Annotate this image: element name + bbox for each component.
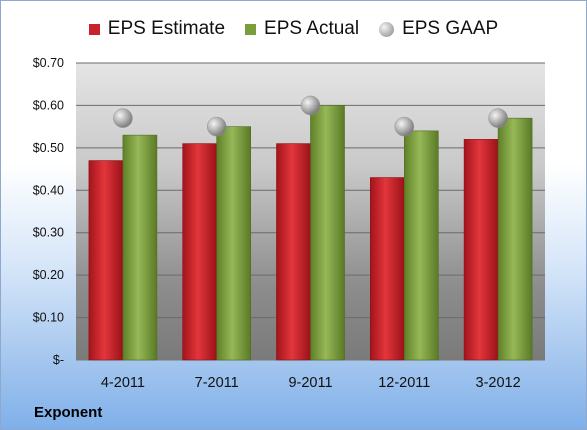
bar-eps-estimate xyxy=(369,177,405,361)
x-tick-label: 3-2012 xyxy=(476,375,521,391)
y-tick-label: $0.20 xyxy=(33,268,64,282)
legend-item-eps-actual: EPS Actual xyxy=(245,18,359,40)
bar-eps-estimate xyxy=(463,139,499,361)
bar-eps-actual xyxy=(310,105,345,361)
legend-swatch-eps-gaap xyxy=(379,21,395,37)
bar-eps-estimate xyxy=(276,143,311,361)
y-tick-label: $0.40 xyxy=(33,183,64,197)
marker-eps-gaap xyxy=(206,116,227,137)
y-tick-label: $0.70 xyxy=(33,56,64,70)
bar-eps-estimate xyxy=(182,143,217,361)
marker-eps-gaap xyxy=(488,108,508,128)
y-tick-label: $- xyxy=(53,353,64,367)
y-tick-label: $0.30 xyxy=(33,226,64,240)
marker-eps-gaap xyxy=(300,95,321,116)
bar-eps-actual xyxy=(497,117,533,361)
marker-eps-gaap xyxy=(394,116,415,137)
y-tick-label: $0.60 xyxy=(33,98,64,112)
legend-label-eps-estimate: EPS Estimate xyxy=(107,18,226,39)
y-tick-label: $0.50 xyxy=(33,141,64,155)
source-label: Exponent xyxy=(34,404,103,421)
x-tick-label: 9-2011 xyxy=(288,375,332,391)
legend-label-eps-gaap: EPS GAAP xyxy=(402,18,499,39)
x-tick-label: 12-2011 xyxy=(378,375,430,391)
bar-eps-actual xyxy=(122,134,158,361)
legend-item-eps-gaap: EPS GAAP xyxy=(379,18,498,40)
legend-swatch-eps-actual xyxy=(245,23,257,35)
bar-eps-estimate xyxy=(88,160,124,361)
bar-eps-actual xyxy=(403,130,439,361)
bar-eps-actual xyxy=(216,126,251,361)
legend-item-eps-estimate: EPS Estimate xyxy=(88,18,226,40)
marker-eps-gaap xyxy=(113,108,133,128)
y-tick-label: $0.10 xyxy=(33,311,64,325)
legend: EPS Estimate EPS Actual EPS GAAP xyxy=(1,15,586,43)
x-tick-label: 4-2011 xyxy=(101,375,145,391)
legend-swatch-eps-estimate xyxy=(88,23,100,35)
legend-label-eps-actual: EPS Actual xyxy=(264,18,360,39)
x-tick-label: 7-2011 xyxy=(195,375,239,391)
